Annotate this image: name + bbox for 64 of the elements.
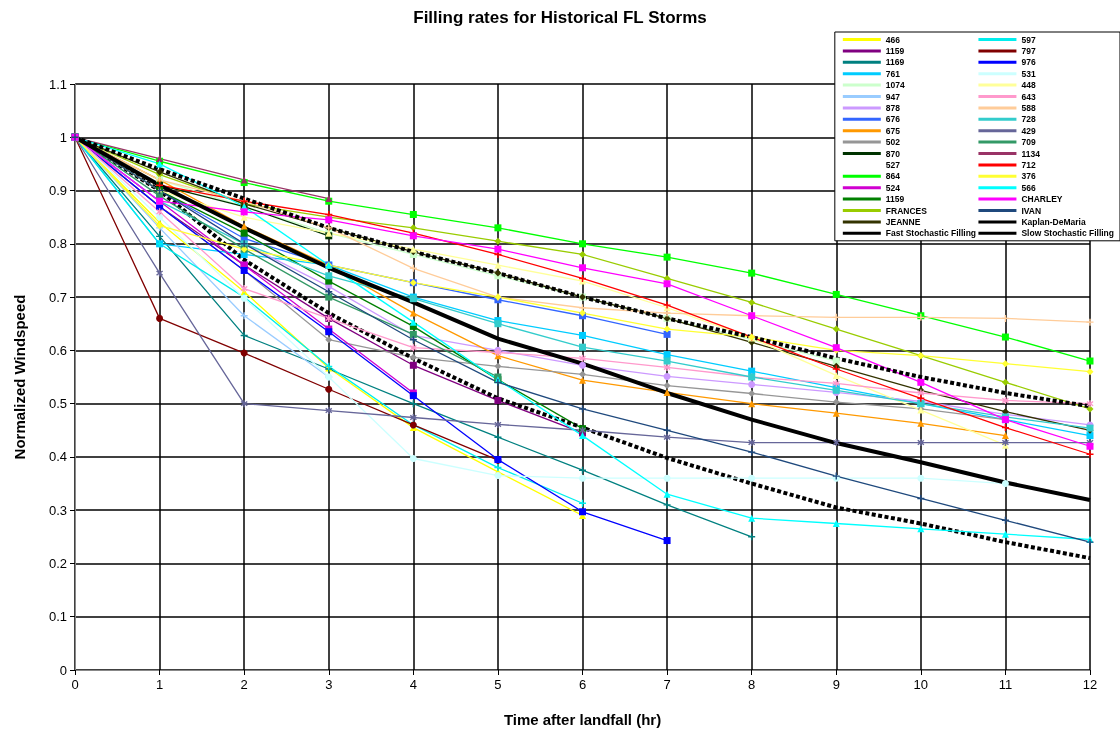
y-tick-label: 1 — [59, 129, 67, 145]
y-tick-label: 0.2 — [48, 555, 67, 571]
legend-label: 864 — [885, 171, 901, 182]
y-axis-title: Normalized Windspeed — [11, 294, 28, 460]
y-tick-label: 0.5 — [48, 396, 67, 412]
legend-label: 878 — [885, 102, 901, 113]
x-tick-label: 4 — [409, 677, 417, 692]
legend-label: 448 — [1021, 80, 1036, 91]
y-tick-label: 0.6 — [48, 342, 67, 358]
legend-label: 1169 — [885, 57, 905, 68]
legend-label: 1159 — [885, 194, 905, 205]
y-tick-label: 0.8 — [48, 236, 67, 252]
x-tick-label: 5 — [494, 677, 502, 692]
x-tick-label: 1 — [155, 677, 164, 692]
legend-label: IVAN — [1021, 205, 1042, 216]
x-tick-label: 9 — [832, 677, 840, 692]
legend-label: 502 — [885, 137, 901, 148]
x-tick-label: 6 — [578, 677, 587, 692]
legend-label: 728 — [1021, 114, 1036, 125]
legend-label: 712 — [1021, 159, 1036, 170]
legend-label: 643 — [1021, 91, 1036, 102]
x-tick-label: 10 — [913, 677, 929, 692]
legend-label: 429 — [1021, 125, 1036, 136]
text: 527 — [885, 159, 901, 170]
x-tick-label: 11 — [998, 677, 1013, 692]
legend-label: CHARLEY — [1021, 194, 1063, 205]
legend-label: 1074 — [885, 80, 906, 91]
x-tick-label: 2 — [240, 677, 248, 692]
x-axis-title: Time after landfall (hr) — [503, 711, 662, 728]
x-tick-label: 8 — [748, 677, 756, 692]
legend-label: 709 — [1021, 137, 1036, 148]
legend-label: 376 — [1021, 171, 1036, 182]
legend-label: 675 — [885, 125, 901, 136]
legend-label: Slow Stochastic Filling — [1021, 228, 1115, 239]
y-tick-label: 0.7 — [48, 289, 67, 305]
chart-title: Filling rates for Historical FL Storms — [413, 8, 707, 27]
legend-label: 976 — [1021, 57, 1036, 68]
legend-label: Fast Stochastic Filling — [885, 228, 977, 239]
legend-label: 524 — [885, 182, 901, 193]
legend-label: 531 — [1021, 68, 1036, 79]
x-tick-label: 0 — [71, 677, 79, 692]
legend-label: 597 — [1021, 34, 1036, 45]
y-tick-label: 0.1 — [48, 609, 67, 625]
y-tick-label: 0.3 — [48, 502, 67, 518]
legend-label: FRANCES — [885, 205, 928, 216]
x-tick-label: 12 — [1082, 677, 1098, 692]
legend-label: Kaplan-DeMaria — [1021, 216, 1086, 227]
legend-label: 1159 — [885, 45, 905, 56]
legend-label: JEANNE — [885, 216, 921, 227]
y-tick-label: 0 — [59, 662, 67, 678]
legend-label: 588 — [1021, 102, 1036, 113]
legend-label: 566 — [1021, 182, 1036, 193]
y-tick-label: 0.4 — [48, 449, 67, 465]
legend-label: 797 — [1021, 45, 1036, 56]
legend-label: 870 — [885, 148, 901, 159]
legend-label: 947 — [885, 91, 901, 102]
y-tick-label: 0.9 — [48, 183, 67, 199]
legend-label: 466 — [885, 34, 901, 45]
y-tick-label: 1.1 — [48, 76, 67, 92]
x-tick-label: 3 — [325, 677, 333, 692]
x-tick-label: 7 — [663, 677, 671, 692]
legend-label: 1134 — [1021, 148, 1041, 159]
legend-label: 761 — [885, 68, 901, 79]
legend-label: 676 — [885, 114, 901, 125]
